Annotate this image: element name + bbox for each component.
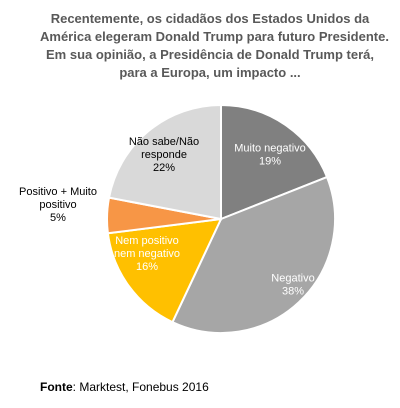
- slice-label-4: Não sabe/Não responde 22%: [129, 136, 199, 174]
- slice-label-1: Negativo 38%: [271, 273, 314, 298]
- chart-title-line-4: para a Europa, um impacto ...: [119, 65, 301, 80]
- chart-title: Recentemente, os cidadãos dos Estados Un…: [40, 10, 389, 82]
- slice-category-label: Positivo + Muito: [19, 186, 97, 198]
- slice-value-label: 38%: [282, 286, 304, 298]
- slice-category-label: positivo: [39, 199, 76, 211]
- slice-value-label: 19%: [259, 156, 281, 168]
- slice-category-label: Muito negativo: [234, 143, 306, 155]
- chart-title-line-3: Em sua opinião, a Presidência de Donald …: [46, 47, 374, 62]
- slice-category-label: Não sabe/Não: [129, 136, 199, 148]
- pie-slice-0: [220, 103, 329, 221]
- slice-value-label: 22%: [153, 162, 175, 174]
- source-note: Fonte: Marktest, Fonebus 2016: [40, 380, 209, 394]
- slice-label-0: Muito negativo 19%: [234, 143, 306, 168]
- slice-category-label: Nem positivo: [115, 235, 179, 247]
- pie-slice-1: [171, 175, 336, 334]
- slice-label-2: Nem positivo nem negativo 16%: [114, 235, 180, 273]
- slice-category-label: nem negativo: [114, 248, 180, 260]
- source-text: : Marktest, Fonebus 2016: [72, 380, 209, 394]
- slice-label-3: Positivo + Muito positivo 5%: [19, 186, 97, 224]
- slice-category-label: Negativo: [271, 273, 314, 285]
- slice-value-label: 5%: [50, 212, 66, 224]
- slice-category-label: responde: [141, 149, 187, 161]
- pie-slice-4: [107, 103, 222, 221]
- chart-title-line-2: América elegeram Donald Trump para futur…: [40, 29, 389, 44]
- chart-title-line-1: Recentemente, os cidadãos dos Estados Un…: [50, 11, 370, 26]
- source-label: Fonte: [40, 380, 73, 394]
- pie-slice-2: [106, 217, 223, 324]
- slice-value-label: 16%: [136, 261, 158, 273]
